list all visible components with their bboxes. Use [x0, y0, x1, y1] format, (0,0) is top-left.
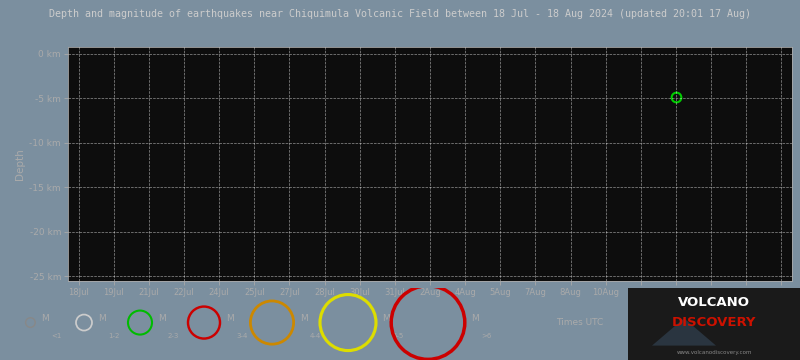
- Text: 1-2: 1-2: [108, 333, 119, 338]
- Text: 3-4: 3-4: [236, 333, 247, 338]
- Text: M: M: [226, 315, 234, 323]
- Y-axis label: Depth: Depth: [15, 148, 26, 180]
- Text: M: M: [158, 315, 166, 323]
- Text: M: M: [98, 315, 106, 323]
- Polygon shape: [652, 318, 716, 346]
- Text: M: M: [300, 315, 308, 323]
- Text: www.volcanodiscovery.com: www.volcanodiscovery.com: [677, 350, 752, 355]
- Text: M: M: [382, 315, 390, 323]
- Text: >6: >6: [481, 333, 491, 338]
- Text: M: M: [42, 315, 50, 323]
- Text: DISCOVERY: DISCOVERY: [672, 316, 757, 329]
- Text: VOLCANO: VOLCANO: [678, 296, 750, 309]
- Text: Times UTC: Times UTC: [556, 318, 603, 327]
- Text: 5-5: 5-5: [392, 333, 403, 338]
- Text: 2-3: 2-3: [168, 333, 179, 338]
- Text: 4-4: 4-4: [310, 333, 321, 338]
- Text: Depth and magnitude of earthquakes near Chiquimula Volcanic Field between 18 Jul: Depth and magnitude of earthquakes near …: [49, 9, 751, 19]
- Text: M: M: [471, 315, 479, 323]
- Text: <1: <1: [51, 333, 62, 338]
- FancyBboxPatch shape: [628, 288, 800, 360]
